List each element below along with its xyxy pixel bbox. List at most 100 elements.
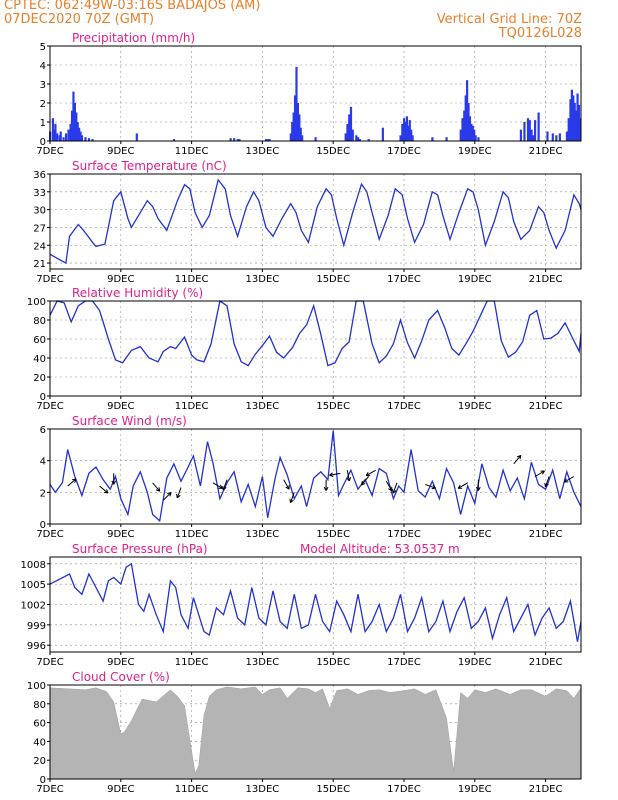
y-tick-label: 40	[33, 354, 46, 365]
x-tick-label: 13DEC	[246, 657, 280, 668]
y-tick-label: 4	[40, 61, 46, 72]
precip-bar	[407, 125, 410, 141]
precip-bar	[299, 127, 302, 141]
panel-annotation: Model Altitude: 53.0537 m	[300, 542, 460, 556]
precip-bar	[459, 129, 462, 141]
x-tick-label: 7DEC	[36, 274, 63, 285]
x-tick-label: 15DEC	[316, 274, 350, 285]
x-tick-label: 17DEC	[387, 529, 421, 540]
precip-bar	[528, 120, 531, 141]
precip-bar	[573, 103, 576, 141]
x-tick-label: 9DEC	[107, 146, 134, 157]
precip-bar	[293, 95, 297, 141]
precip-bar	[295, 66, 298, 141]
precip-bar	[351, 129, 354, 141]
wind-arrow-head	[219, 484, 223, 489]
wind-arrow	[346, 470, 350, 482]
wind-arrow	[513, 455, 522, 465]
x-tick-label: 17DEC	[387, 657, 421, 668]
wind-arrow	[290, 492, 295, 503]
precip-bar	[532, 135, 535, 141]
x-tick-label: 7DEC	[36, 401, 63, 412]
precip-bar	[473, 129, 476, 141]
x-tick-label: 17DEC	[387, 146, 421, 157]
precip-bar	[67, 129, 70, 141]
precip-bar	[526, 118, 530, 141]
precip-bar	[229, 138, 232, 141]
wind-arrow-head	[516, 454, 521, 458]
wind-arrow-head	[72, 478, 77, 481]
wind-arrow	[212, 482, 223, 489]
wind-arrow-head	[541, 470, 545, 475]
x-tick-label: 11DEC	[175, 784, 209, 795]
wind-arrow-head	[113, 480, 117, 485]
precip-bar	[349, 106, 353, 141]
precip-bar	[70, 110, 74, 141]
x-tick-label: 13DEC	[246, 146, 280, 157]
precip-bar	[238, 139, 241, 141]
y-tick-label: 999	[27, 621, 46, 632]
wind-arrow-head	[563, 478, 567, 483]
wind-arrow-head	[431, 487, 436, 490]
panel-title: Surface Wind (m/s)	[72, 414, 187, 428]
x-tick-label: 13DEC	[246, 784, 280, 795]
precip-bar	[236, 139, 239, 141]
wind-arrow-head	[392, 489, 394, 494]
precip-bar	[75, 112, 78, 141]
wind-arrow	[457, 482, 468, 489]
y-tick-label: 20	[33, 373, 46, 384]
precip-bar	[533, 120, 537, 141]
x-tick-label: 9DEC	[107, 401, 134, 412]
precip-bar	[565, 131, 569, 141]
cloud-cover-area	[49, 686, 582, 780]
precip-bar	[73, 103, 76, 141]
wind-arrow-head	[365, 471, 369, 476]
x-tick-label: 9DEC	[107, 529, 134, 540]
precip-bar	[578, 118, 582, 141]
precip-bar	[399, 135, 402, 141]
wind-arrow-head	[346, 477, 350, 482]
wind-arrow	[425, 483, 436, 489]
precip-bar	[348, 114, 351, 141]
y-tick-label: 80	[33, 316, 46, 327]
wind-arrow-head	[348, 477, 352, 482]
x-tick-label: 11DEC	[175, 274, 209, 285]
y-tick-label: 2	[40, 488, 46, 499]
series-line	[49, 430, 582, 523]
header-date: 07DEC2020 70Z (GMT)	[4, 12, 155, 27]
wind-arrow-head	[289, 498, 291, 503]
precip-bar	[477, 137, 480, 141]
wind-arrow	[283, 479, 290, 490]
precip-bar	[355, 135, 358, 141]
x-tick-label: 11DEC	[175, 146, 209, 157]
precip-bar	[266, 139, 269, 141]
precip-bar	[356, 137, 360, 141]
precip-bar	[408, 120, 411, 141]
x-tick-label: 19DEC	[458, 146, 492, 157]
panel-frame	[49, 173, 582, 270]
precip-bar	[558, 133, 561, 141]
x-tick-label: 15DEC	[316, 401, 350, 412]
y-tick-label: 80	[33, 700, 46, 711]
wind-arrow	[365, 469, 376, 477]
precip-bar	[79, 131, 82, 141]
panel-title: Relative Humidity (%)	[72, 286, 203, 300]
series-line	[49, 299, 582, 367]
precip-bar	[546, 131, 549, 141]
y-tick-label: 2	[40, 99, 46, 110]
y-tick-label: 4	[40, 457, 46, 468]
wind-arrow-head	[155, 489, 160, 492]
wind-arrow-head	[222, 485, 224, 491]
wind-arrow-head	[361, 483, 366, 486]
x-tick-label: 11DEC	[175, 657, 209, 668]
panel-title: Surface Pressure (hPa)	[72, 542, 208, 556]
x-tick-label: 11DEC	[175, 529, 209, 540]
wind-arrow-head	[167, 491, 172, 495]
precip-bar	[296, 103, 299, 141]
y-tick-label: 0	[40, 775, 46, 786]
precip-bar	[471, 125, 474, 141]
precip-bar	[268, 139, 271, 141]
precip-bar	[233, 138, 236, 141]
panel-frame	[49, 684, 582, 780]
